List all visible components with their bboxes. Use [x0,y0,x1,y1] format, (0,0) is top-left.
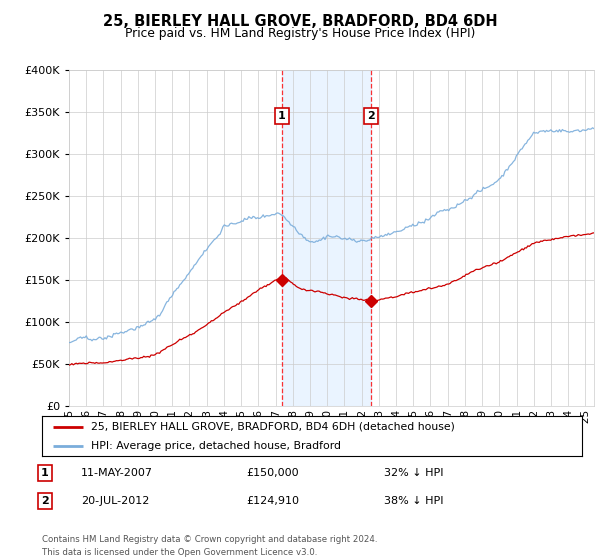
Text: £150,000: £150,000 [246,468,299,478]
Text: 25, BIERLEY HALL GROVE, BRADFORD, BD4 6DH (detached house): 25, BIERLEY HALL GROVE, BRADFORD, BD4 6D… [91,422,454,432]
Text: 1: 1 [278,111,286,121]
Text: Price paid vs. HM Land Registry's House Price Index (HPI): Price paid vs. HM Land Registry's House … [125,27,475,40]
Text: Contains HM Land Registry data © Crown copyright and database right 2024.: Contains HM Land Registry data © Crown c… [42,535,377,544]
Text: 32% ↓ HPI: 32% ↓ HPI [384,468,443,478]
Text: This data is licensed under the Open Government Licence v3.0.: This data is licensed under the Open Gov… [42,548,317,557]
Text: HPI: Average price, detached house, Bradford: HPI: Average price, detached house, Brad… [91,441,341,450]
Text: 2: 2 [41,496,49,506]
Text: 1: 1 [41,468,49,478]
Text: 38% ↓ HPI: 38% ↓ HPI [384,496,443,506]
Text: 20-JUL-2012: 20-JUL-2012 [81,496,149,506]
Text: 2: 2 [367,111,375,121]
Text: £124,910: £124,910 [246,496,299,506]
Bar [282,70,371,406]
Text: 25, BIERLEY HALL GROVE, BRADFORD, BD4 6DH: 25, BIERLEY HALL GROVE, BRADFORD, BD4 6D… [103,14,497,29]
Text: 11-MAY-2007: 11-MAY-2007 [81,468,153,478]
